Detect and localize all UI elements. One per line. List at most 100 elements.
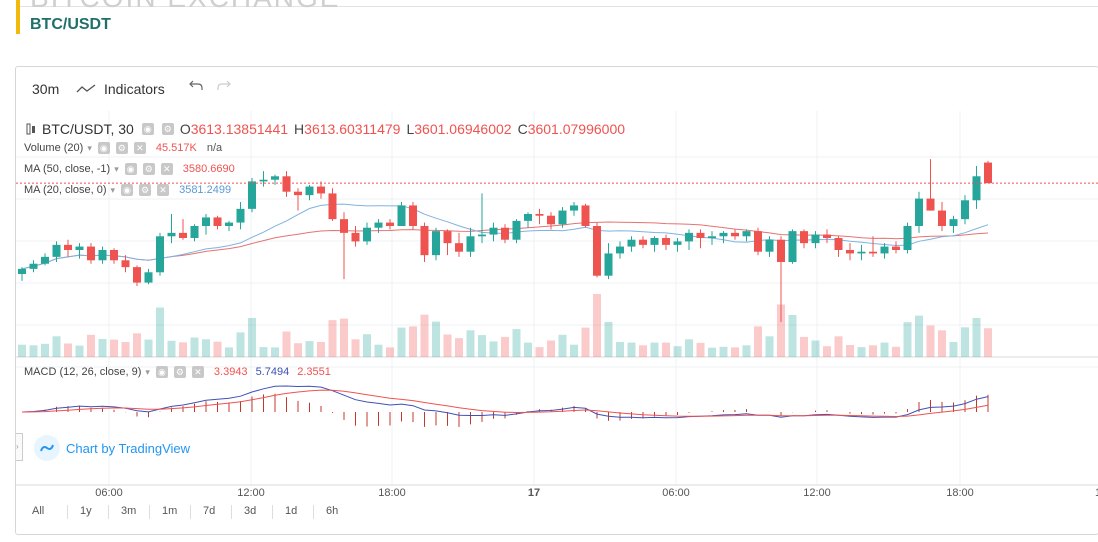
volume-bar <box>880 342 889 357</box>
visibility-icon[interactable]: ◉ <box>97 142 110 154</box>
volume-bar <box>386 347 394 357</box>
candle-body <box>938 210 946 226</box>
candle-body <box>949 219 958 226</box>
candle-body <box>501 227 509 240</box>
settings-icon[interactable]: ⚙ <box>142 163 155 175</box>
volume-bar <box>501 336 509 357</box>
candle-body <box>328 193 337 220</box>
volume-bar <box>788 315 797 357</box>
candle-type-icon[interactable] <box>24 122 38 136</box>
volume-legend: Volume (20) ▾ ◉ ⚙ ✕ 45.517K n/a <box>24 142 222 154</box>
close-icon[interactable]: ✕ <box>160 163 173 175</box>
volume-bar <box>64 343 72 357</box>
time-axis-tick: 1 <box>1095 487 1098 497</box>
range-separator <box>190 505 191 519</box>
tradingview-branding[interactable]: Chart by TradingView <box>34 435 190 461</box>
range-button-7d[interactable]: 7d <box>203 505 216 517</box>
ma20-legend: MA (20, close, 0) ▾ ◉ ⚙ ✕ 3581.2499 <box>24 184 231 196</box>
volume-bar <box>397 327 406 357</box>
candle-body <box>742 231 751 237</box>
chevron-down-icon[interactable]: ▾ <box>145 366 150 377</box>
chevron-down-icon[interactable]: ▾ <box>110 184 116 195</box>
settings-icon[interactable]: ⚙ <box>161 123 174 135</box>
volume-bar <box>765 336 774 357</box>
volume-bar <box>938 330 946 357</box>
candle-body <box>846 250 854 254</box>
candle-body <box>627 239 636 247</box>
settings-icon[interactable]: ⚙ <box>173 366 186 378</box>
volume-bar <box>29 345 38 357</box>
volume-value: 45.517K <box>155 142 197 154</box>
candle-body <box>811 234 820 244</box>
pair-title: BTC/USDT <box>30 16 111 33</box>
volume-bar <box>915 315 923 357</box>
redo-icon[interactable] <box>216 79 232 96</box>
close-value: 3601.07996000 <box>527 121 626 137</box>
candle-body <box>41 256 49 264</box>
volume-bar <box>248 318 256 357</box>
candle-body <box>294 191 302 196</box>
volume-bar <box>570 344 578 357</box>
volume-bar <box>225 347 233 357</box>
volume-bar <box>179 342 187 357</box>
candle-body <box>915 198 923 226</box>
chevron-down-icon[interactable]: ▾ <box>114 163 119 174</box>
settings-icon[interactable]: ⚙ <box>139 184 152 196</box>
range-separator <box>108 505 109 519</box>
indicators-label: Indicators <box>104 81 165 97</box>
volume-bar <box>823 346 831 357</box>
volume-bar <box>110 339 118 357</box>
volume-bar <box>616 342 624 357</box>
page-banner: BITCOIN EXCHANGE BTC/USDT <box>0 0 1098 60</box>
volume-bar <box>673 346 682 357</box>
volume-bar <box>708 347 716 357</box>
range-button-6h[interactable]: 6h <box>326 505 339 517</box>
volume-bar <box>167 340 176 357</box>
candle-body <box>202 217 210 226</box>
range-button-1d[interactable]: 1d <box>285 505 298 517</box>
volume-bar <box>547 340 555 357</box>
range-button-3d[interactable]: 3d <box>244 505 257 517</box>
tradingview-widget: 30m Indicators 06:00 12:00 18:00 17 06:00 12:… <box>15 66 1098 535</box>
close-icon[interactable]: ✕ <box>133 142 146 154</box>
visibility-icon[interactable]: ◉ <box>124 163 137 175</box>
ma50-label: MA (50, close, -1) <box>24 163 111 175</box>
close-icon[interactable]: ✕ <box>157 184 170 196</box>
undo-icon[interactable] <box>188 79 204 96</box>
candle-body <box>719 232 728 237</box>
volume-bar <box>282 331 291 357</box>
candle-body <box>87 246 95 261</box>
visibility-icon[interactable]: ◉ <box>155 366 168 378</box>
candle-body <box>455 243 463 252</box>
candle-body <box>213 217 222 226</box>
range-button-1m[interactable]: 1m <box>162 505 178 517</box>
volume-bar <box>443 334 452 357</box>
visibility-icon[interactable]: ◉ <box>141 123 154 135</box>
candle-body <box>110 250 118 261</box>
candle-body <box>581 205 590 226</box>
range-button-3m[interactable]: 3m <box>121 505 137 517</box>
volume-bar <box>754 326 762 357</box>
indicators-button[interactable]: Indicators <box>76 81 165 97</box>
range-button-all[interactable]: All <box>32 505 45 517</box>
volume-bar <box>731 347 739 357</box>
interval-selector[interactable]: 30m <box>32 81 60 97</box>
range-separator <box>67 505 68 519</box>
candle-body <box>903 226 912 250</box>
chevron-down-icon[interactable]: ▾ <box>87 142 92 153</box>
volume-bar <box>742 345 751 357</box>
panel-handle[interactable]: › <box>16 433 23 461</box>
candle-body <box>547 215 555 225</box>
settings-icon[interactable]: ⚙ <box>115 142 128 154</box>
close-icon[interactable]: ✕ <box>191 366 204 378</box>
visibility-icon[interactable]: ◉ <box>121 184 134 196</box>
candle-body <box>133 267 141 283</box>
volume-bar <box>271 347 279 357</box>
candle-body <box>834 238 843 250</box>
volume-bar <box>351 339 360 357</box>
volume-bar <box>627 342 636 357</box>
candle-body <box>156 236 164 273</box>
range-button-1y[interactable]: 1y <box>80 505 92 517</box>
volume-bar <box>374 344 383 357</box>
candle-body <box>892 246 900 250</box>
